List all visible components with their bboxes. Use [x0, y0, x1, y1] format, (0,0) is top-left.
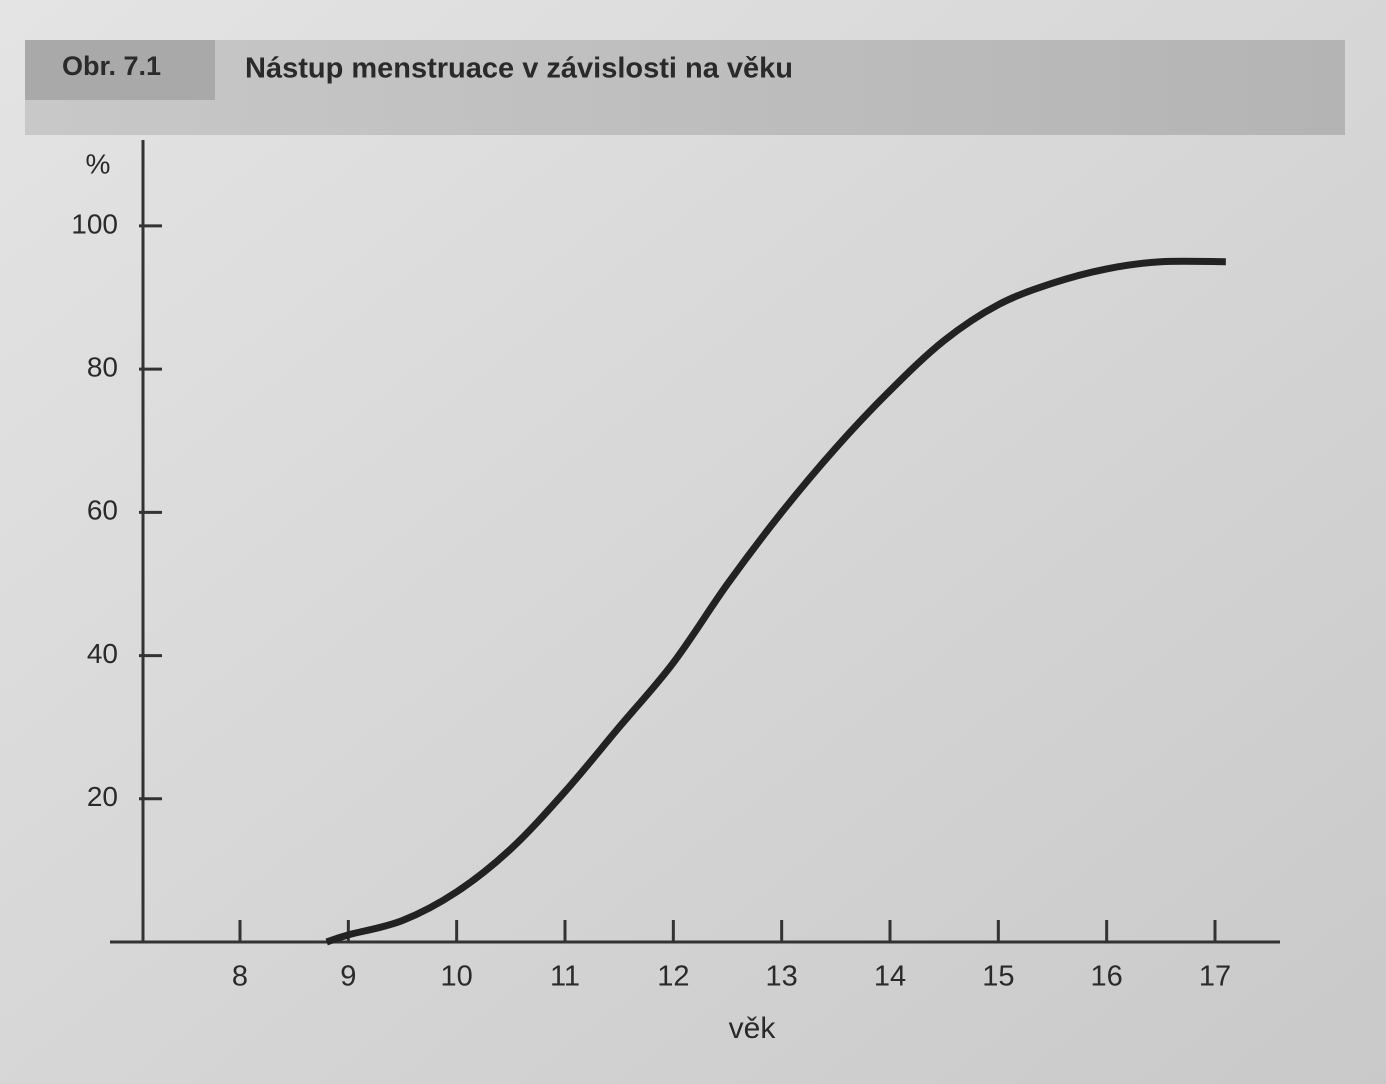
chart: Obr. 7.1 Nástup menstruace v závislosti … — [0, 0, 1386, 1084]
y-axis-label: % — [86, 148, 111, 179]
x-tick-label: 13 — [766, 961, 798, 993]
y-tick-label: 40 — [87, 638, 118, 669]
y-tick-label: 60 — [87, 495, 118, 526]
x-tick-label: 15 — [982, 961, 1014, 993]
y-tick-label: 100 — [71, 208, 118, 239]
y-tick-label: 20 — [87, 781, 118, 812]
x-tick-label: 9 — [340, 961, 356, 993]
x-tick-label: 12 — [657, 961, 689, 993]
x-tick-label: 11 — [550, 961, 580, 993]
x-tick-label: 8 — [232, 961, 248, 993]
x-tick-label: 17 — [1199, 961, 1231, 993]
x-tick-label: 16 — [1091, 961, 1123, 993]
x-tick-label: 10 — [441, 961, 473, 993]
y-tick-label: 80 — [87, 352, 118, 383]
x-tick-label: 14 — [874, 961, 906, 993]
page — [0, 0, 1386, 1084]
x-axis-label: věk — [729, 1012, 777, 1045]
chart-title: Nástup menstruace v závislosti na věku — [245, 53, 793, 85]
figure-label: Obr. 7.1 — [62, 51, 161, 81]
